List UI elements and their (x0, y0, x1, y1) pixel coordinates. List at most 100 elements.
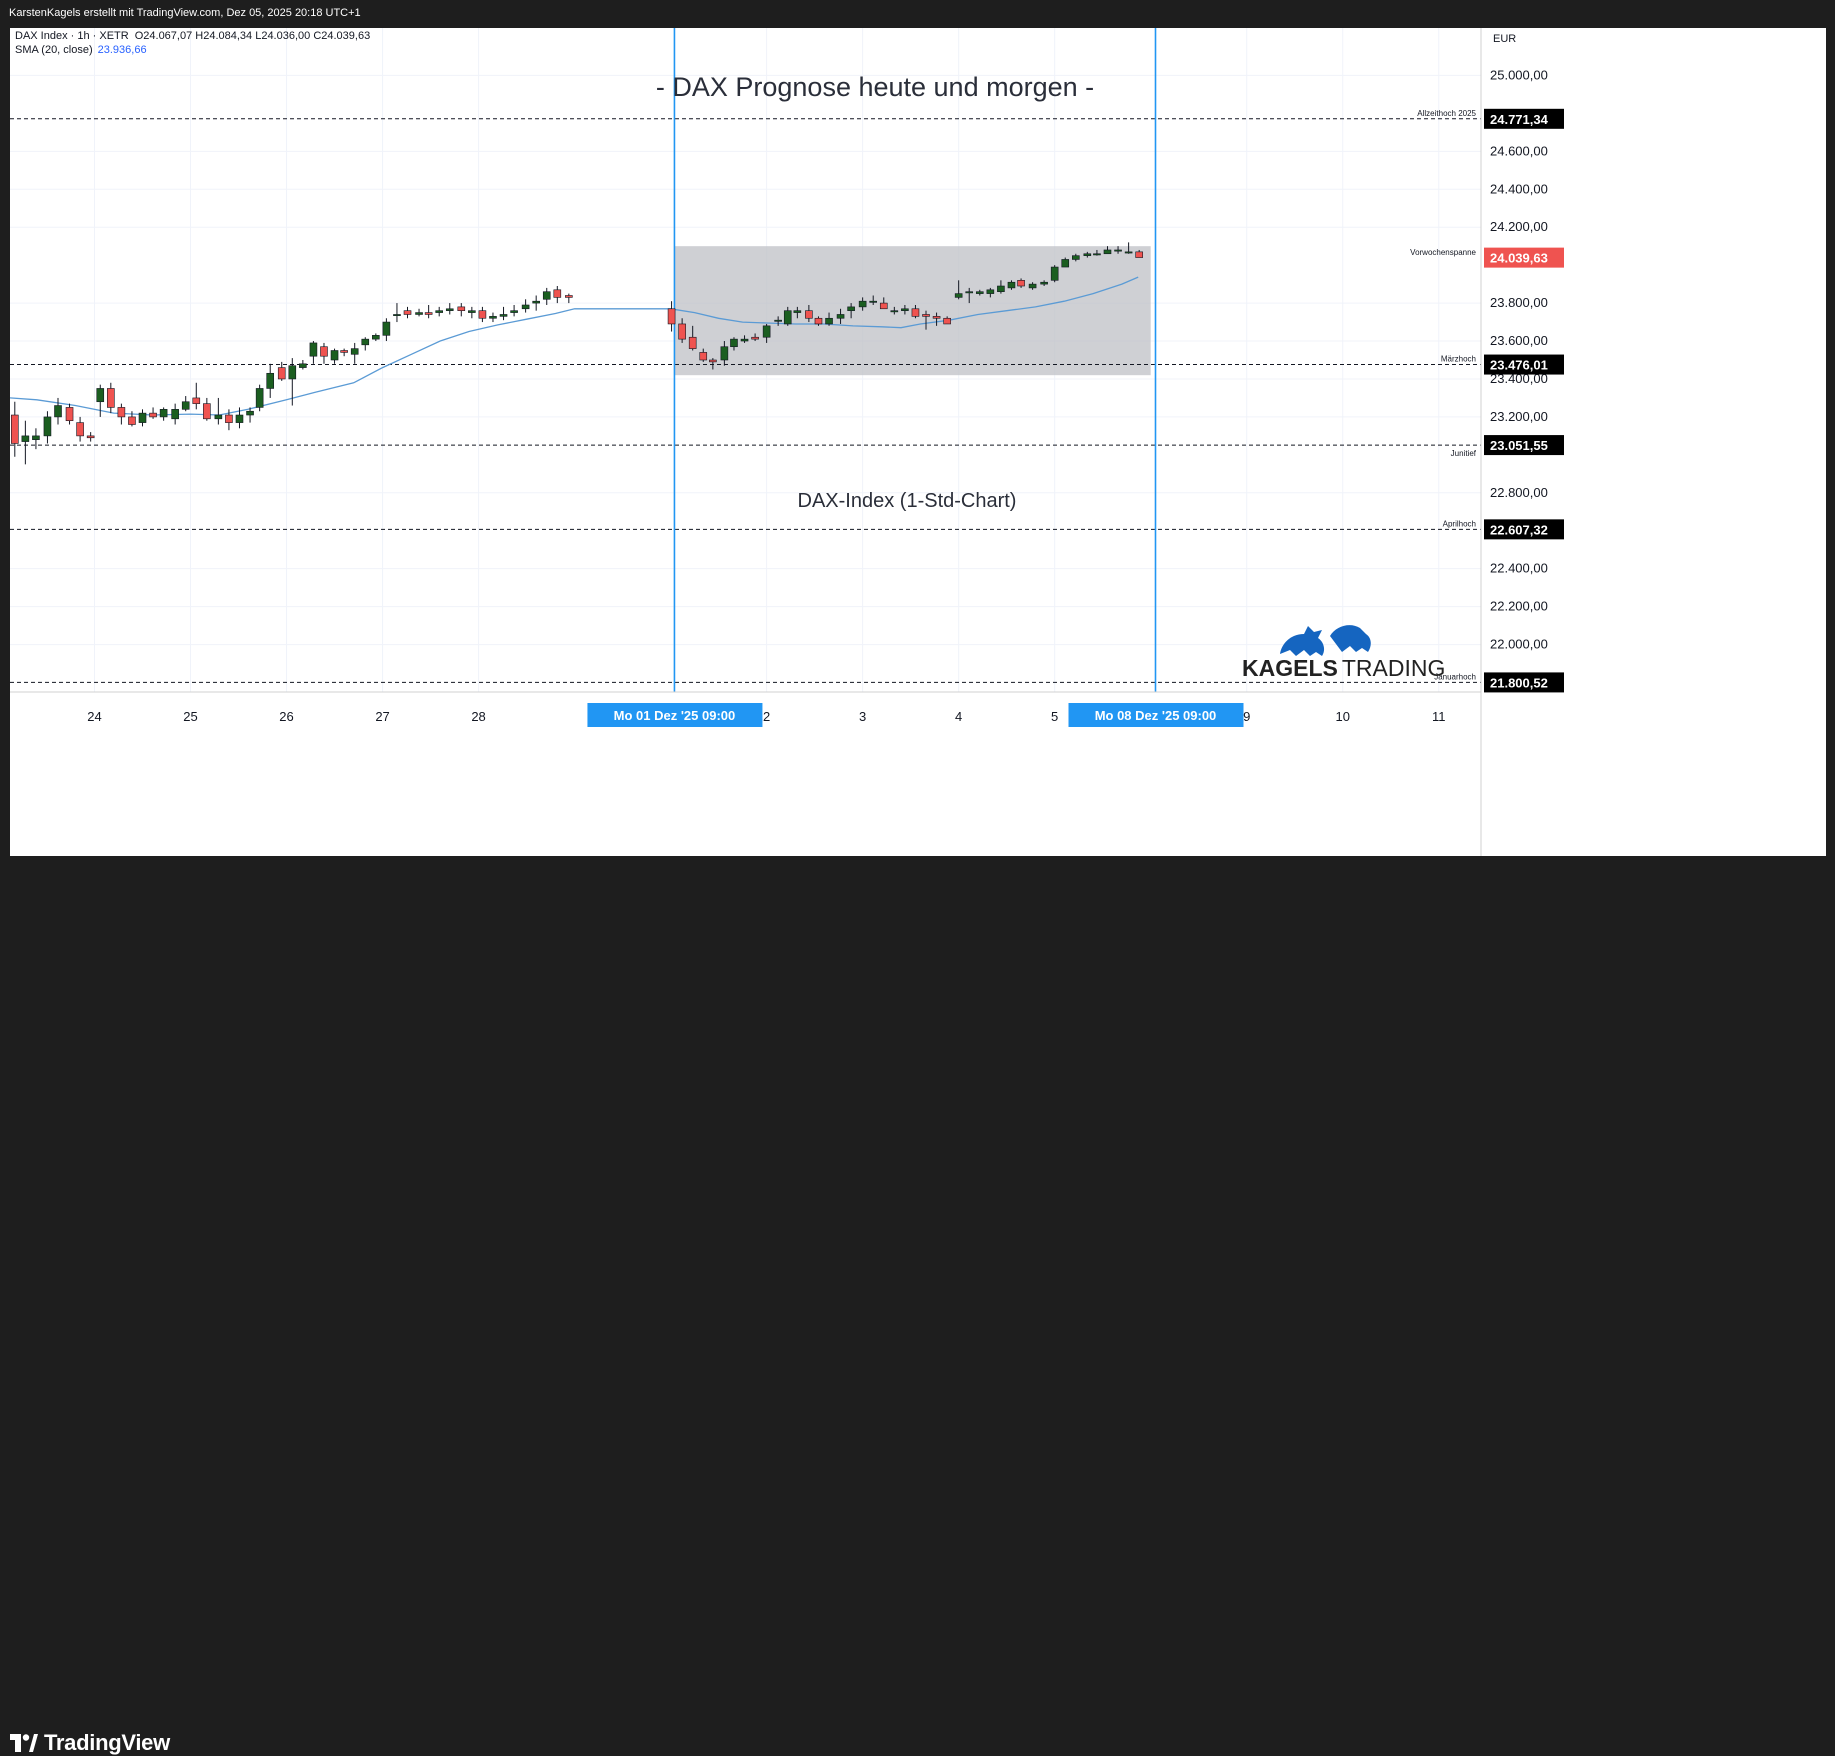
candle-23 (255, 384, 264, 412)
candle-69 (836, 308, 845, 324)
x-tick-label-10: 10 (1335, 709, 1349, 724)
attribution-text: KarstenKagels erstellt mit TradingView.c… (9, 7, 361, 19)
candle-20 (225, 409, 233, 431)
candle-55 (688, 325, 697, 351)
level-name-4: Januarhoch (1434, 672, 1476, 681)
y-tick-label-8: 22.800,00 (1490, 485, 1548, 500)
level-price-label-3: 22.607,32 (1490, 522, 1548, 537)
candle-41 (445, 303, 454, 315)
candle-44 (478, 306, 487, 323)
level-price-tag-2[interactable] (1484, 435, 1564, 456)
level-name-3: Aprilhoch (1443, 519, 1476, 528)
candle-39 (424, 304, 433, 319)
level-price-tag-0[interactable] (1484, 108, 1564, 129)
time-marker-tag-1[interactable] (1068, 703, 1244, 727)
price-axis[interactable]: 25.000,00 24.600,00 24.400,00 24.200,00 23.8… (1484, 67, 1564, 693)
candle-17 (192, 382, 201, 410)
y-tick-label-4: 23.800,00 (1490, 295, 1548, 310)
x-tick-label-7: 4 (955, 709, 962, 724)
candle-79 (943, 316, 951, 325)
candle-60 (740, 335, 749, 343)
candle-16 (181, 396, 190, 412)
attribution-bar: KarstenKagels erstellt mit TradingView.c… (0, 0, 1835, 28)
candle-13 (149, 407, 157, 419)
candle-3 (43, 411, 52, 444)
time-axis[interactable]: 24 25 26 27 28 2 3 4 5 9 10 11 Mo 01 Dez '25 09:00 Mo… (87, 703, 1446, 727)
y-tick-label-1: 24.600,00 (1490, 143, 1548, 158)
candle-87 (1028, 282, 1037, 290)
legend-sma[interactable]: SMA (20, close) 23.936,66 (15, 44, 147, 56)
candle-47 (510, 304, 518, 317)
y-tick-label-10: 22.200,00 (1490, 599, 1548, 614)
time-marker-tag-0[interactable] (587, 703, 763, 727)
x-tick-label-4: 28 (471, 709, 485, 724)
tradingview-logo[interactable]: TradingView (10, 1730, 170, 1756)
candle-49 (532, 295, 540, 311)
sma-layer (10, 276, 1139, 416)
candle-11 (128, 411, 136, 427)
candle-2 (32, 428, 40, 450)
current-price-tag[interactable] (1484, 247, 1564, 268)
candle-95 (1114, 246, 1122, 254)
candle-42 (457, 303, 466, 317)
bull-and-bear-icon (1280, 625, 1371, 656)
candle-83 (986, 287, 995, 298)
candle-46 (499, 306, 508, 321)
x-tick-label-0: 24 (87, 709, 101, 724)
candle-15 (171, 403, 179, 425)
candle-36 (393, 303, 401, 323)
candle-75 (901, 304, 909, 315)
candle-25 (277, 361, 286, 381)
candle-24 (266, 363, 275, 398)
candle-61 (751, 333, 759, 342)
candle-86 (1017, 278, 1025, 288)
candle-57 (709, 358, 717, 370)
level-price-tag-3[interactable] (1484, 519, 1564, 540)
y-tick-label-11: 22.000,00 (1490, 637, 1548, 652)
candle-40 (435, 306, 444, 317)
level-price-tag-4[interactable] (1484, 672, 1564, 693)
candle-58 (720, 341, 729, 366)
candle-43 (468, 306, 476, 319)
candle-1 (21, 420, 30, 465)
y-tick-label-3: 24.200,00 (1490, 219, 1548, 234)
candle-81 (965, 287, 974, 304)
chart-title: - DAX Prognose heute und morgen - (656, 72, 1094, 102)
candle-7 (86, 432, 95, 442)
x-tick-label-8: 5 (1051, 709, 1058, 724)
candle-97 (1135, 249, 1143, 258)
candle-0 (11, 401, 19, 457)
candle-76 (911, 304, 920, 319)
candle-66 (805, 304, 813, 323)
level-name-2: Junitief (1451, 449, 1477, 458)
candle-32 (350, 342, 359, 364)
tradingview-logo-icon (10, 1734, 38, 1752)
x-tick-label-6: 3 (859, 709, 866, 724)
level-price-label-2: 23.051,55 (1490, 438, 1548, 453)
candle-88 (1040, 280, 1048, 287)
candle-72 (869, 295, 878, 305)
candle-4 (54, 397, 62, 425)
level-price-tag-1[interactable] (1484, 354, 1564, 375)
candle-65 (793, 306, 802, 319)
candle-71 (858, 297, 867, 311)
candles (11, 242, 1143, 465)
candle-45 (489, 312, 497, 323)
candle-22 (246, 407, 254, 423)
candle-78 (932, 312, 941, 326)
candle-28 (309, 341, 318, 364)
sma-line (10, 276, 1139, 416)
candle-59 (730, 337, 738, 351)
currency-label: EUR (1493, 33, 1516, 45)
candle-67 (814, 316, 823, 326)
candle-34 (372, 333, 380, 342)
candle-48 (521, 299, 530, 313)
candle-90 (1061, 257, 1070, 268)
level-price-label-4: 21.800,52 (1490, 675, 1548, 690)
chart-canvas[interactable]: Vorwochenspanne Allzeithoch 2025 Märzhoch… (10, 28, 1826, 856)
legend-symbol[interactable]: DAX Index · 1h · XETR O24.067,07 H24.084,… (15, 30, 370, 42)
candle-89 (1050, 265, 1059, 283)
range-box-label: Vorwochenspanne (1410, 248, 1476, 257)
level-price-label-1: 23.476,01 (1490, 358, 1548, 373)
gridlines (10, 28, 1481, 692)
